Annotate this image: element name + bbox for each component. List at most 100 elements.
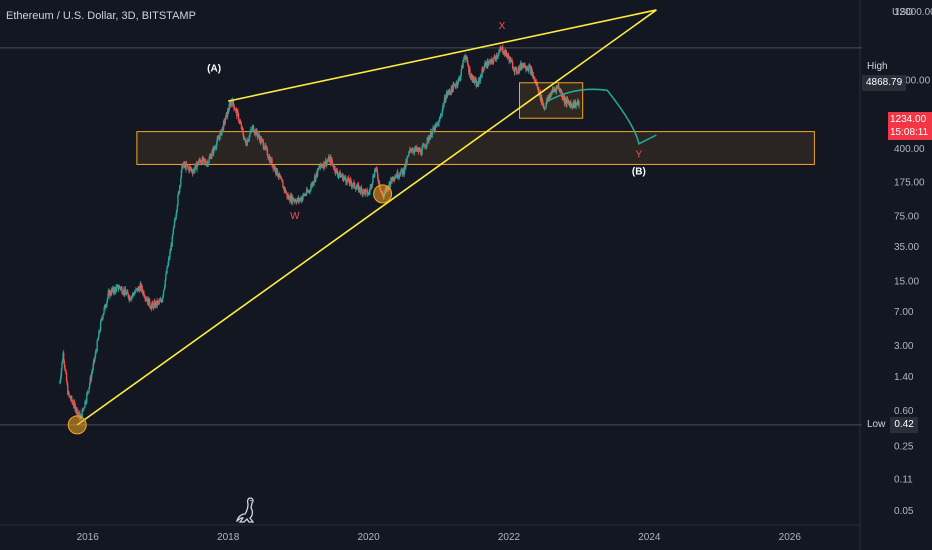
candle-body bbox=[545, 99, 548, 104]
candle-body bbox=[487, 64, 490, 67]
candle-body bbox=[413, 149, 416, 153]
candle-body bbox=[312, 183, 315, 185]
candle-body bbox=[130, 298, 132, 300]
candle-body bbox=[92, 364, 94, 370]
candle-body bbox=[221, 130, 223, 136]
candle-body bbox=[208, 156, 211, 158]
candle-body bbox=[153, 303, 155, 308]
candle-body bbox=[339, 171, 341, 178]
y-tick-label: 400.00 bbox=[894, 144, 925, 155]
candle-body bbox=[296, 200, 298, 203]
candle-body bbox=[455, 84, 457, 87]
candle-body bbox=[562, 97, 564, 99]
candle-body bbox=[106, 300, 108, 306]
candle-body bbox=[208, 157, 210, 162]
candle-body bbox=[377, 177, 379, 182]
candle-body bbox=[354, 187, 356, 189]
candle-body bbox=[460, 69, 462, 76]
candle-body bbox=[242, 130, 244, 136]
candle-body bbox=[479, 76, 482, 82]
candle-body bbox=[121, 287, 123, 294]
candle-body bbox=[355, 187, 357, 190]
candle-body bbox=[257, 135, 259, 138]
candle-body bbox=[82, 408, 85, 411]
candle-body bbox=[368, 191, 371, 193]
candle-body bbox=[104, 304, 106, 308]
candle-body bbox=[177, 191, 180, 195]
candle-body bbox=[426, 137, 428, 145]
candle-body bbox=[404, 165, 406, 172]
candle-body bbox=[394, 176, 397, 178]
candle-body bbox=[573, 101, 575, 108]
x-tick-label: 2022 bbox=[498, 532, 521, 543]
candle-body bbox=[360, 187, 362, 192]
tradingview-dino-icon[interactable] bbox=[236, 496, 258, 524]
candle-body bbox=[465, 58, 467, 60]
candle-body bbox=[569, 102, 572, 107]
candle-body bbox=[390, 177, 392, 184]
candle-body bbox=[353, 182, 356, 188]
candle-body bbox=[233, 104, 235, 109]
candle-body bbox=[550, 93, 552, 98]
candle-body bbox=[335, 168, 337, 174]
candle-body bbox=[160, 299, 162, 302]
candle-body bbox=[324, 164, 326, 167]
candle-body bbox=[215, 147, 217, 149]
wave-label: (A) bbox=[207, 64, 221, 75]
high-badge: High4868.79 bbox=[862, 59, 932, 91]
candle-body bbox=[168, 257, 171, 259]
candle-body bbox=[425, 146, 427, 148]
candle-body bbox=[224, 119, 226, 124]
candle-body bbox=[122, 293, 124, 295]
candle-body bbox=[279, 176, 282, 179]
candle-body bbox=[125, 292, 128, 295]
candle-body bbox=[263, 147, 265, 149]
candle-body bbox=[249, 129, 252, 133]
highlight-circle bbox=[67, 415, 87, 435]
candle-body bbox=[331, 162, 334, 164]
candle-body bbox=[447, 92, 449, 95]
candle-body bbox=[323, 161, 326, 167]
candle-body bbox=[170, 245, 172, 251]
y-tick-label: 75.00 bbox=[894, 212, 919, 223]
candle-body bbox=[429, 136, 431, 140]
candle-body bbox=[467, 64, 469, 67]
candle-body bbox=[438, 121, 440, 127]
x-tick-label: 2018 bbox=[217, 532, 240, 543]
candle-body bbox=[178, 185, 181, 193]
candle-body bbox=[452, 84, 454, 92]
candle-body bbox=[477, 79, 480, 86]
candle-body bbox=[76, 412, 79, 415]
candle-body bbox=[392, 176, 394, 180]
candle-body bbox=[403, 171, 405, 175]
candle-body bbox=[398, 175, 401, 176]
candle-body bbox=[560, 89, 562, 94]
candle-body bbox=[438, 119, 441, 122]
candle-body bbox=[252, 125, 255, 132]
candle-body bbox=[555, 86, 558, 92]
candle-body bbox=[394, 177, 396, 180]
candle-body bbox=[161, 298, 164, 303]
candle-body bbox=[399, 175, 401, 177]
candle-body bbox=[483, 66, 486, 69]
candle-body bbox=[410, 149, 412, 152]
x-tick-label: 2020 bbox=[357, 532, 380, 543]
candle-body bbox=[263, 148, 266, 150]
candle-body bbox=[342, 174, 344, 181]
candle-body bbox=[449, 91, 451, 93]
candle-body bbox=[180, 169, 183, 178]
candle-body bbox=[88, 383, 91, 387]
candle-body bbox=[63, 360, 65, 366]
candle-body bbox=[552, 89, 554, 90]
candle-body bbox=[303, 194, 305, 195]
candle-body bbox=[306, 189, 308, 192]
candle-body bbox=[194, 164, 196, 169]
candle-body bbox=[79, 412, 81, 419]
candle-body bbox=[469, 68, 471, 77]
candle-body bbox=[488, 62, 490, 65]
candle-body bbox=[481, 68, 483, 78]
candle-body bbox=[256, 134, 259, 138]
candle-body bbox=[59, 379, 61, 383]
